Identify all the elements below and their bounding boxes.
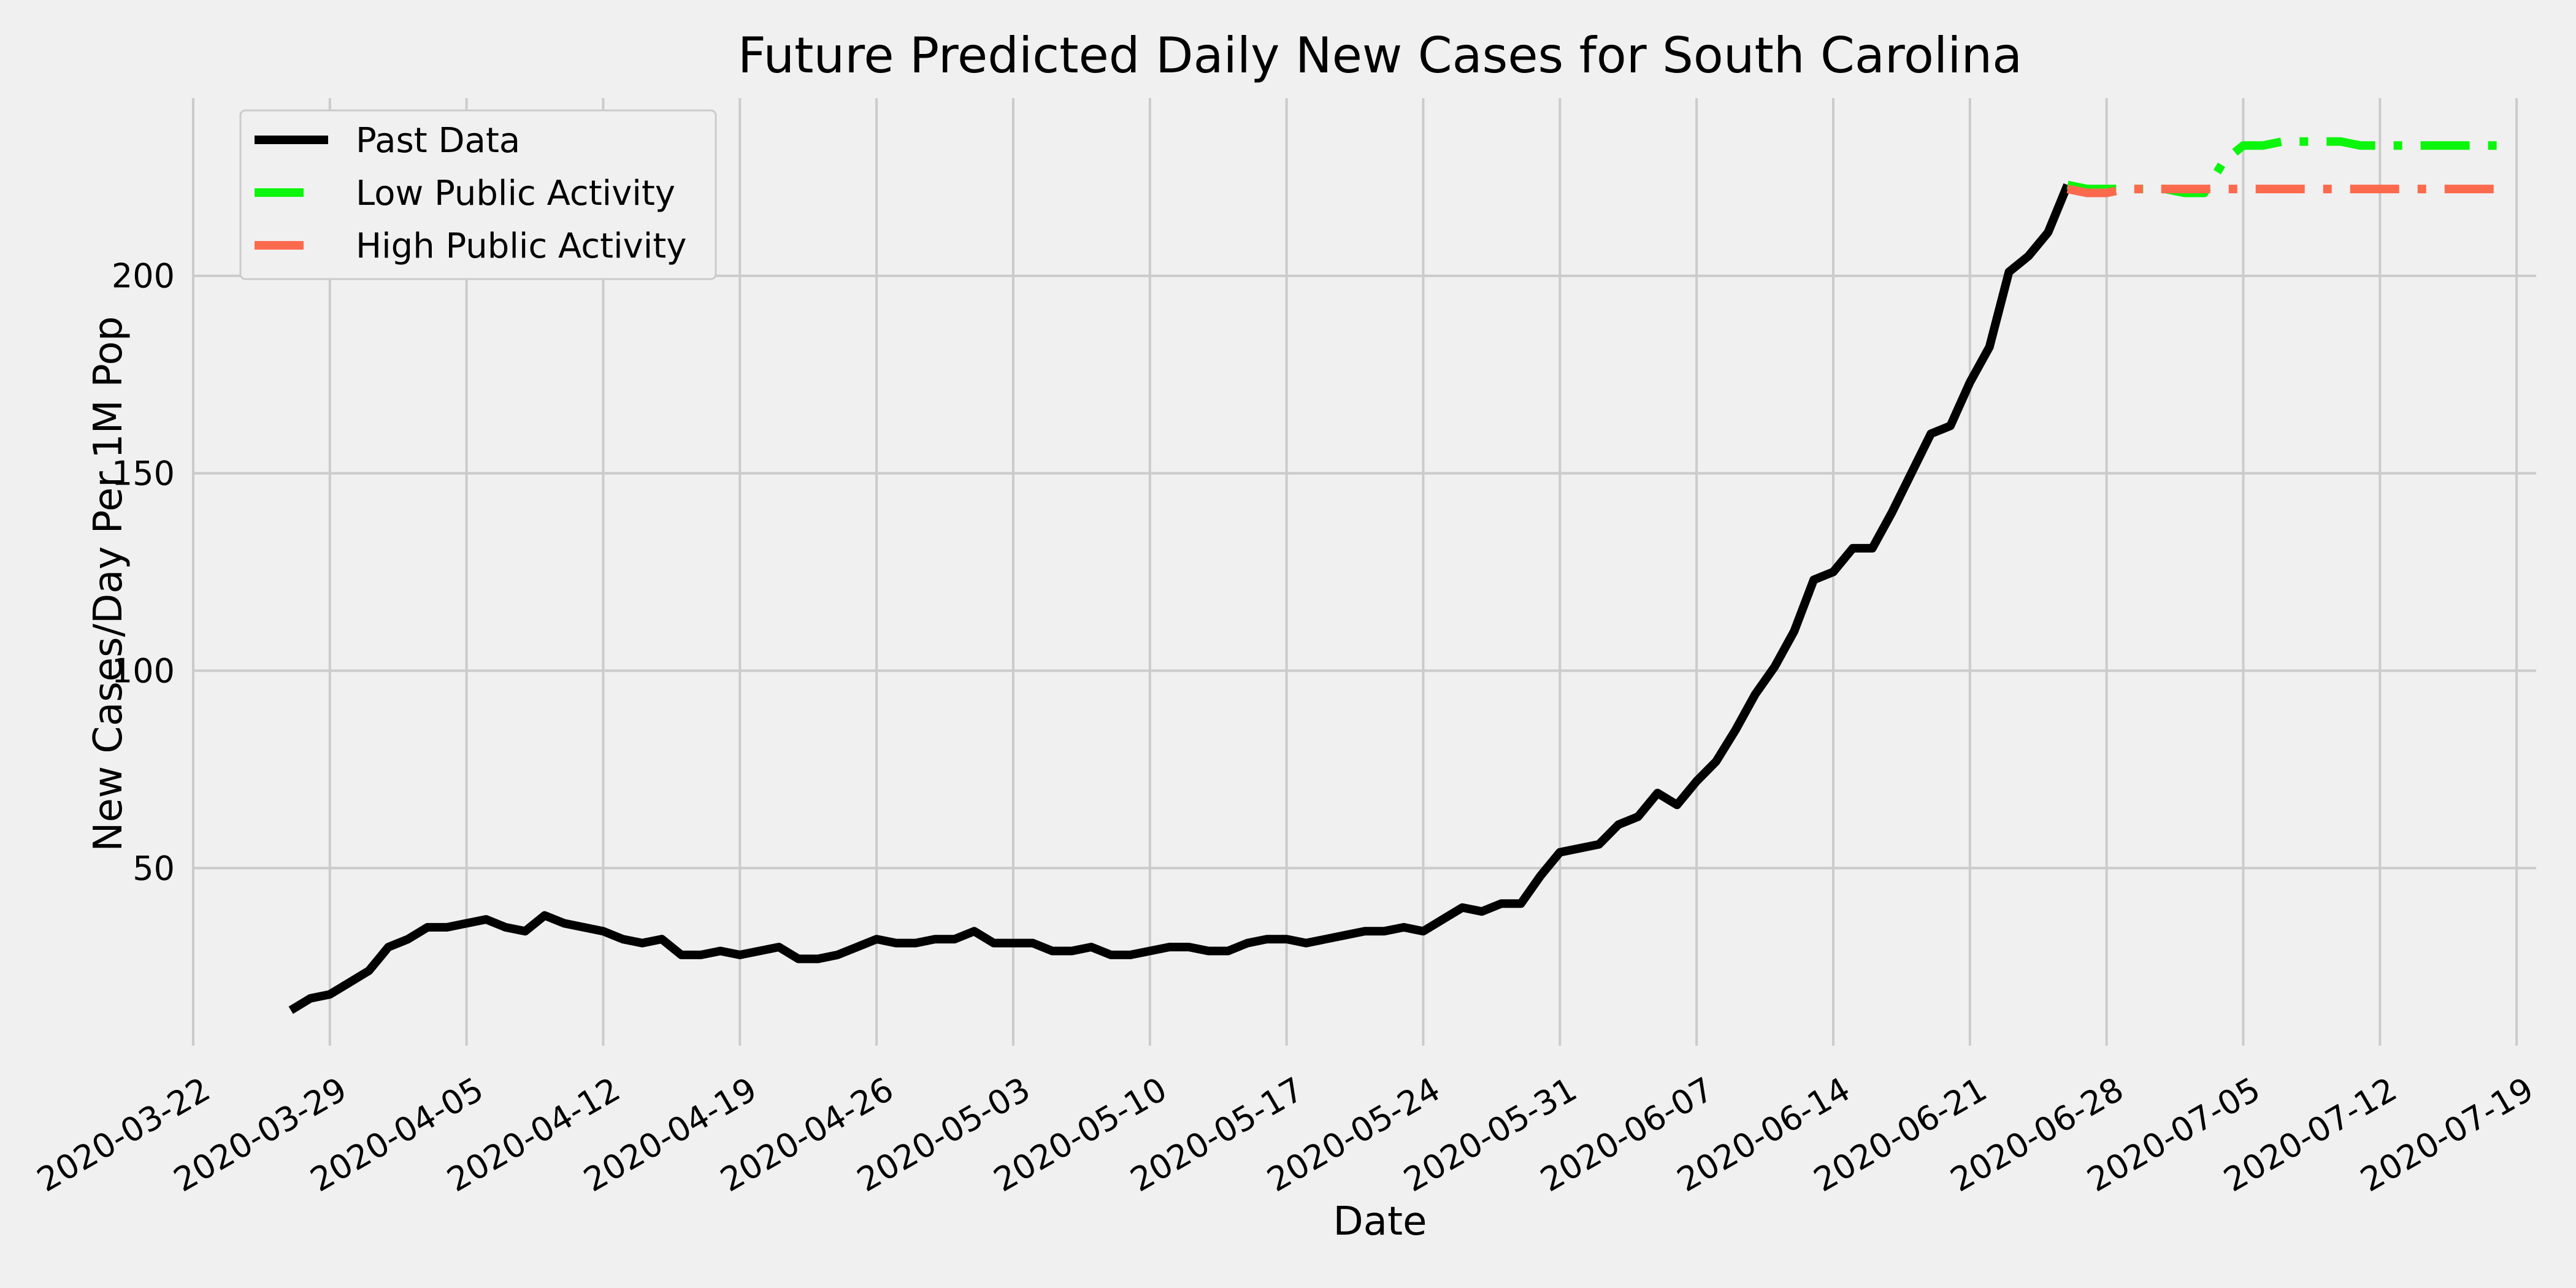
y-tick-label: 150 (112, 454, 175, 493)
legend-label-past-data: Past Data (356, 121, 520, 161)
y-tick-label: 100 (112, 651, 175, 690)
series-line-high-public-activity (2066, 185, 2497, 197)
y-axis-label: New Cases/Day Per 1M Pop (86, 316, 131, 852)
legend-label-low-public-activity: Low Public Activity (356, 174, 675, 213)
y-tick-label: 200 (112, 257, 175, 296)
series-layer (288, 137, 2497, 1014)
chart-title: Future Predicted Daily New Cases for Sou… (738, 27, 2022, 84)
series-line-past-data (288, 183, 2072, 1014)
y-tick-label: 50 (132, 849, 175, 887)
legend-label-high-public-activity: High Public Activity (356, 226, 686, 266)
legend: Past Data Low Public Activity High Public … (239, 109, 717, 280)
y-axis-ticks: 50 100 150 200 (112, 257, 175, 888)
legend-box (239, 109, 717, 280)
x-axis-label: Date (1333, 1199, 1427, 1244)
